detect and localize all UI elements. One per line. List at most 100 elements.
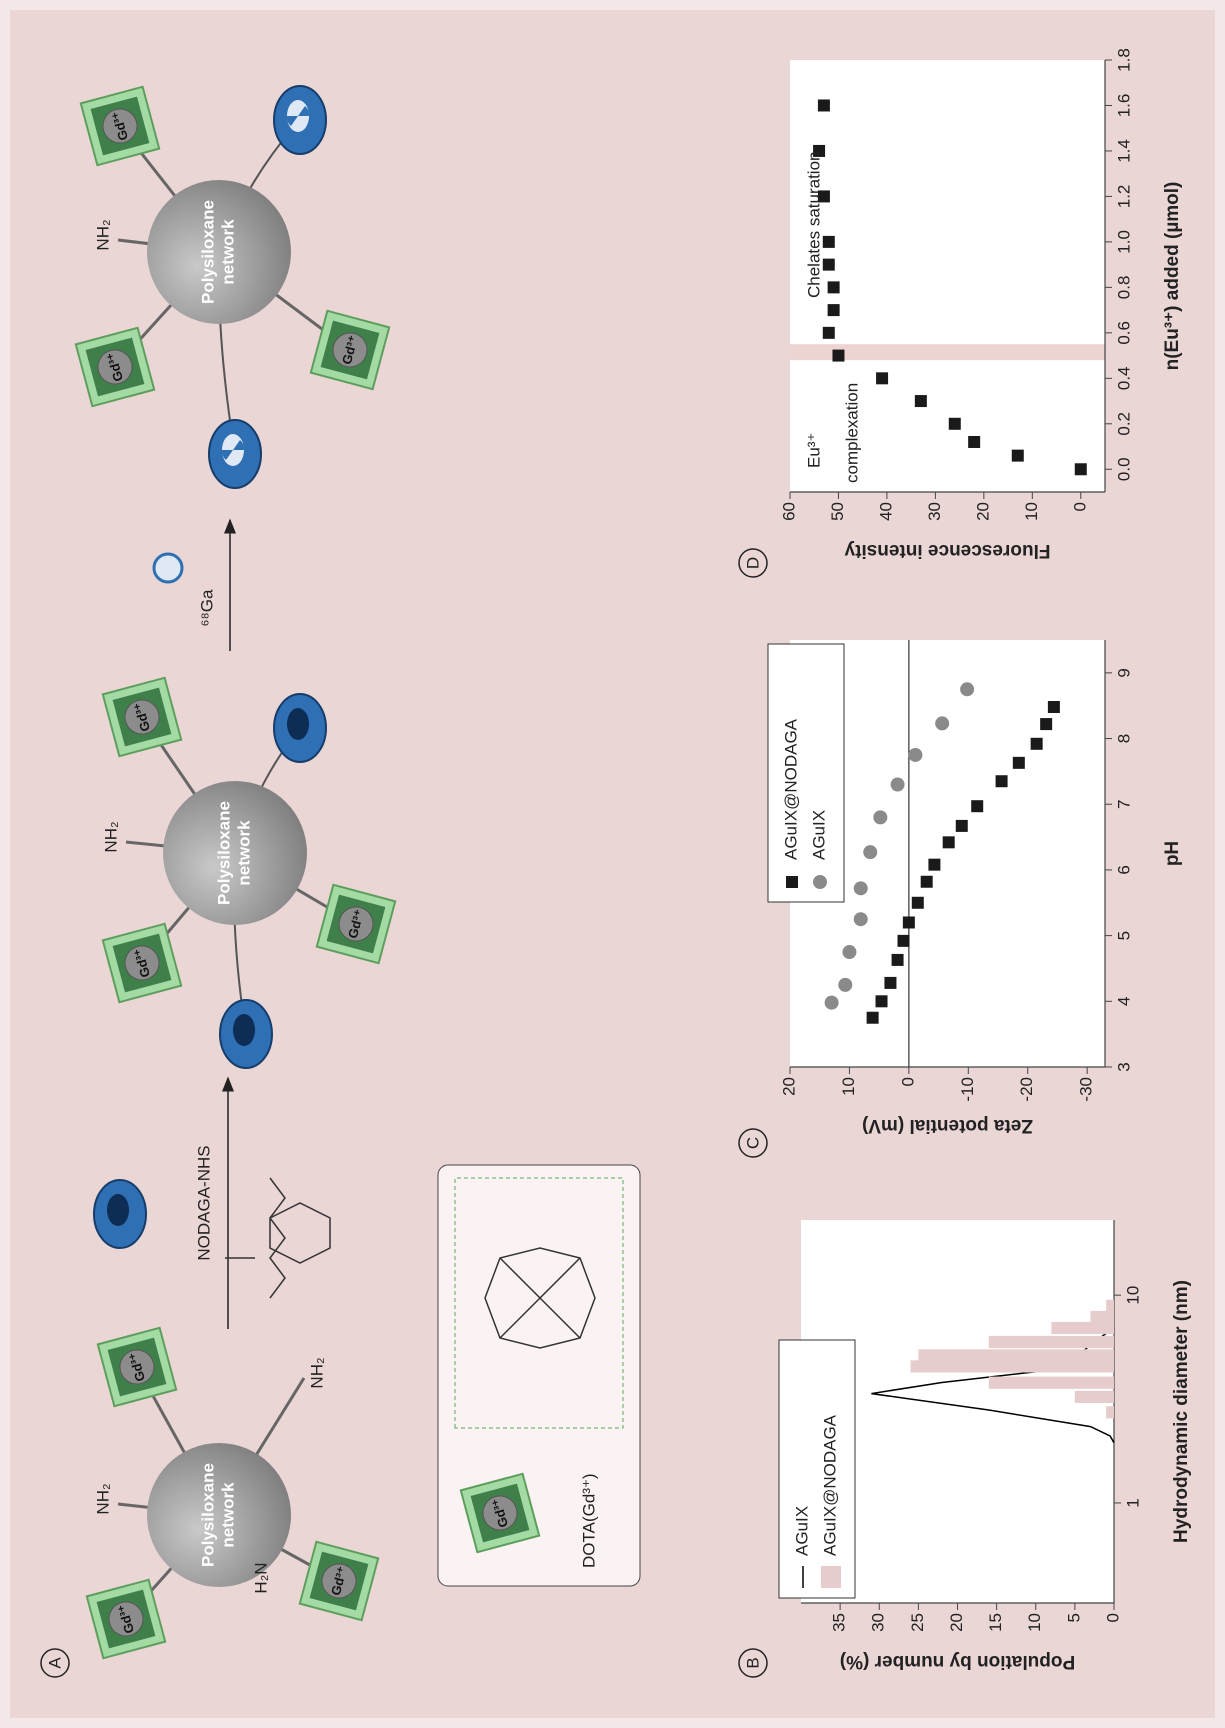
y-tick-label: 10 [1025, 1613, 1044, 1632]
point [898, 935, 910, 947]
point [891, 778, 905, 792]
x-axis-label: n(Eu³⁺) added (µmol) [1162, 182, 1183, 371]
legend-box [779, 1340, 855, 1598]
x-axis-label: Hydrodynamic diameter (nm) [1171, 1280, 1192, 1543]
x-tick-label: 1.8 [1114, 48, 1133, 72]
y-tick-label: 30 [925, 502, 944, 521]
x-tick-label: 3 [1114, 1062, 1133, 1071]
point [823, 327, 835, 339]
legend-text: DOTA(Gd³⁺) [579, 1473, 598, 1568]
legend-swatch [813, 875, 827, 889]
point [823, 259, 835, 271]
x-tick-label: 1.4 [1114, 139, 1133, 163]
amine-label: H₂N [251, 1562, 270, 1593]
point [968, 436, 980, 448]
y-tick-label: 20 [973, 502, 992, 521]
y-axis-label: Population by number (%) [840, 1651, 1075, 1672]
legend-label: AGuIX@NODAGA [820, 1414, 839, 1556]
y-axis-label: Zeta potential (mV) [862, 1115, 1033, 1136]
ring-hole [233, 1014, 255, 1046]
amine-label: NH₂ [101, 821, 120, 852]
point [863, 845, 877, 859]
x-tick-label: 1 [1123, 1498, 1142, 1507]
point [828, 281, 840, 293]
legend-swatch [821, 1566, 841, 1588]
point [956, 820, 968, 832]
reagent-label: NODAGA-NHS [194, 1145, 213, 1260]
annotation: Chelates saturation [804, 152, 823, 298]
x-tick-label: 0.6 [1114, 321, 1133, 345]
point [960, 682, 974, 696]
panel-letter: B [743, 1657, 762, 1668]
x-tick-label: 1.6 [1114, 94, 1133, 118]
bar [1051, 1322, 1114, 1334]
x-tick-label: 0.2 [1114, 412, 1133, 436]
particle-label: Polysiloxane [198, 1463, 217, 1567]
y-tick-label: 35 [830, 1613, 849, 1632]
ring-hole [107, 1194, 129, 1226]
x-tick-label: 4 [1114, 997, 1133, 1006]
point [949, 418, 961, 430]
y-tick-label: 0 [1070, 502, 1089, 511]
amine-label: NH₂ [93, 219, 112, 250]
y-axis-label: Fluorescence intensity [844, 540, 1050, 561]
legend-label: AGuIX [809, 810, 828, 860]
figure: APolysiloxanenetworkGd³⁺Gd³⁺Gd³⁺NH₂NH₂H₂… [0, 0, 1225, 1728]
point [818, 99, 830, 111]
point [884, 977, 896, 989]
x-tick-label: 6 [1114, 865, 1133, 874]
point [1040, 718, 1052, 730]
y-tick-label: 10 [839, 1077, 858, 1096]
x-tick-label: 9 [1114, 668, 1133, 677]
legend-label: AGuIX@NODAGA [781, 718, 800, 860]
point [854, 881, 868, 895]
bar [1106, 1406, 1114, 1418]
legend-label: AGuIX [792, 1506, 811, 1556]
point [823, 236, 835, 248]
amine-label: NH₂ [93, 1483, 112, 1514]
ga-icon [154, 554, 182, 582]
point [838, 978, 852, 992]
amine-label: NH₂ [307, 1357, 326, 1388]
y-tick-label: 60 [779, 502, 798, 521]
particle-label: network [218, 219, 237, 285]
point [854, 912, 868, 926]
plot-area [790, 60, 1105, 492]
point [928, 859, 940, 871]
particle-label: network [234, 820, 253, 886]
point [943, 836, 955, 848]
legend-box [438, 1165, 640, 1586]
x-tick-label: 0.4 [1114, 366, 1133, 390]
bar [1075, 1391, 1114, 1403]
y-tick-label: 30 [869, 1613, 888, 1632]
y-tick-label: -20 [1017, 1077, 1036, 1102]
point [825, 996, 839, 1010]
y-tick-label: 20 [947, 1613, 966, 1632]
point [873, 810, 887, 824]
x-tick-label: 7 [1114, 799, 1133, 808]
y-tick-label: 0 [1103, 1613, 1122, 1622]
particle-label: network [218, 1482, 237, 1548]
legend-swatch [786, 876, 798, 888]
y-tick-label: 5 [1064, 1613, 1083, 1622]
point [908, 748, 922, 762]
y-tick-label: -30 [1077, 1077, 1096, 1102]
point [842, 945, 856, 959]
y-tick-label: -10 [958, 1077, 977, 1102]
bar [989, 1336, 1114, 1348]
point [912, 897, 924, 909]
point [903, 916, 915, 928]
bar [918, 1349, 1114, 1361]
bar [1091, 1311, 1114, 1323]
ring-hole [287, 708, 309, 740]
y-tick-label: 50 [828, 502, 847, 521]
point [915, 395, 927, 407]
particle-label: Polysiloxane [198, 200, 217, 304]
y-tick-label: 15 [986, 1613, 1005, 1632]
point [1031, 738, 1043, 750]
x-tick-label: 0.0 [1114, 457, 1133, 481]
point [876, 995, 888, 1007]
particle-label: Polysiloxane [214, 801, 233, 905]
legend-box [768, 644, 844, 902]
panel-letter: D [743, 557, 762, 569]
